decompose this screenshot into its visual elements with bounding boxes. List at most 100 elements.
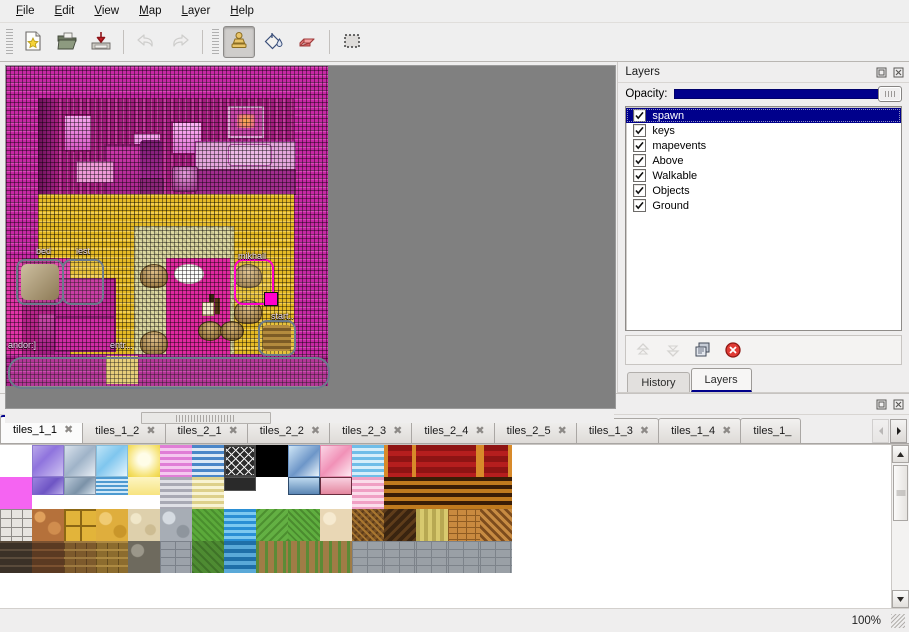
tab-layers[interactable]: Layers [690, 368, 752, 392]
tile-cell[interactable] [96, 445, 128, 477]
tileset-tab-tiles_1_4[interactable]: tiles_1_4 ✖ [658, 418, 742, 443]
tile-cell[interactable] [160, 477, 192, 509]
layer-list[interactable]: spawn keys mapevents Above Walkable [625, 106, 902, 331]
close-tab-icon[interactable]: ✖ [639, 424, 650, 437]
tile-cell[interactable] [0, 509, 32, 541]
tile-cell[interactable] [384, 477, 416, 509]
layer-visibility-checkbox[interactable] [633, 124, 647, 137]
layer-row-keys[interactable]: keys [626, 123, 901, 138]
tile-cell[interactable] [480, 541, 512, 573]
tile-cell[interactable] [320, 477, 352, 495]
tile-cell[interactable] [288, 445, 320, 477]
tile-cell[interactable] [352, 509, 384, 541]
tab-scroll-left-button[interactable] [872, 419, 889, 443]
lower-layer-button[interactable] [663, 340, 683, 360]
menu-view[interactable]: View [84, 2, 129, 20]
redo-button[interactable] [164, 26, 196, 58]
close-tab-icon[interactable]: ✖ [146, 424, 156, 437]
tile-cell[interactable] [160, 541, 192, 573]
tile-cell[interactable] [64, 445, 96, 477]
menu-layer[interactable]: Layer [172, 2, 221, 20]
close-tab-icon[interactable]: ✖ [557, 424, 567, 437]
close-tab-icon[interactable]: ✖ [310, 424, 321, 437]
tile-cell[interactable] [416, 509, 448, 541]
layer-visibility-checkbox[interactable] [633, 184, 647, 197]
layer-row-objects[interactable]: Objects [626, 183, 901, 198]
tile-cell[interactable] [96, 509, 128, 541]
layer-visibility-checkbox[interactable] [633, 109, 647, 122]
layer-visibility-checkbox[interactable] [633, 169, 647, 182]
float-icon[interactable] [874, 397, 888, 411]
tile-cell[interactable] [64, 541, 96, 573]
tile-cell[interactable] [192, 477, 224, 509]
tile-cell[interactable] [320, 509, 352, 541]
tile-cell[interactable] [384, 541, 416, 573]
rect-select-button[interactable] [336, 26, 368, 58]
tile-cell[interactable] [128, 541, 160, 573]
tab-history[interactable]: History [627, 372, 690, 392]
close-tab-icon[interactable]: ✖ [393, 424, 403, 437]
resize-grip[interactable] [891, 613, 905, 628]
tile-cell[interactable] [352, 541, 384, 573]
map-object-selection-bed[interactable] [16, 259, 64, 305]
save-map-button[interactable] [85, 26, 117, 58]
tileset-tab-tiles_2_5[interactable]: tiles_2_5 ✖ [493, 418, 577, 443]
scroll-up-button[interactable] [892, 445, 909, 463]
remove-layer-button[interactable] [723, 340, 743, 360]
menu-edit[interactable]: Edit [45, 2, 85, 20]
tile-cell[interactable] [224, 541, 256, 573]
tile-cell[interactable] [96, 541, 128, 573]
close-tab-icon[interactable]: ✖ [722, 424, 732, 437]
tile-cell[interactable] [0, 477, 32, 509]
layer-row-mapevents[interactable]: mapevents [626, 138, 901, 153]
tile-cell[interactable] [192, 509, 224, 541]
tileset-palette[interactable] [0, 445, 891, 608]
tile-cell[interactable] [448, 477, 480, 509]
close-tab-icon[interactable]: ✖ [228, 424, 238, 437]
menu-file[interactable]: File [6, 2, 45, 20]
close-icon[interactable] [891, 65, 905, 79]
map-object-selection-start[interactable] [258, 320, 296, 356]
close-tab-icon[interactable]: ✖ [64, 423, 74, 436]
tile-cell[interactable] [416, 477, 448, 509]
toolbar-grip-file[interactable] [6, 29, 13, 55]
tileset-tab-tiles_1_5[interactable]: tiles_1_ [740, 418, 802, 443]
palette-scroll-track[interactable] [892, 463, 909, 590]
tile-cell[interactable] [416, 445, 448, 477]
tile-cell[interactable] [32, 541, 64, 573]
layer-row-ground[interactable]: Ground [626, 198, 901, 213]
raise-layer-button[interactable] [633, 340, 653, 360]
eraser-button[interactable] [291, 26, 323, 58]
tile-cell[interactable] [480, 445, 512, 477]
stamp-brush-button[interactable] [223, 26, 255, 58]
tile-cell[interactable] [480, 477, 512, 509]
tile-cell[interactable] [224, 509, 256, 541]
tile-cell[interactable] [288, 477, 320, 495]
tile-cell[interactable] [160, 509, 192, 541]
tile-cell[interactable] [448, 509, 480, 541]
tile-cell[interactable] [32, 509, 64, 541]
layer-visibility-checkbox[interactable] [633, 154, 647, 167]
tile-cell[interactable] [192, 445, 224, 477]
tile-cell[interactable] [288, 541, 320, 573]
map-object-selection-bottom[interactable] [8, 357, 330, 389]
tile-cell[interactable] [0, 445, 32, 477]
tile-cell[interactable] [352, 477, 384, 509]
map-object-resize-handle[interactable] [264, 292, 278, 306]
tile-cell[interactable] [192, 541, 224, 573]
tile-cell[interactable] [288, 509, 320, 541]
tile-cell[interactable] [256, 445, 288, 477]
tile-cell[interactable] [32, 477, 64, 495]
tile-cell[interactable] [224, 477, 256, 491]
tile-cell[interactable] [256, 477, 288, 509]
layer-row-spawn[interactable]: spawn [626, 108, 901, 123]
layer-row-above[interactable]: Above [626, 153, 901, 168]
tile-cell[interactable] [32, 445, 64, 477]
scroll-down-button[interactable] [892, 590, 909, 608]
map-canvas[interactable]: bed iest mikhail andor:] entr... start.. [6, 66, 330, 389]
map-object-selection-chest[interactable] [62, 259, 104, 305]
toolbar-grip-tools[interactable] [212, 29, 219, 55]
tab-scroll-right-button[interactable] [890, 419, 907, 443]
tile-cell[interactable] [128, 445, 160, 477]
layer-visibility-checkbox[interactable] [633, 139, 647, 152]
